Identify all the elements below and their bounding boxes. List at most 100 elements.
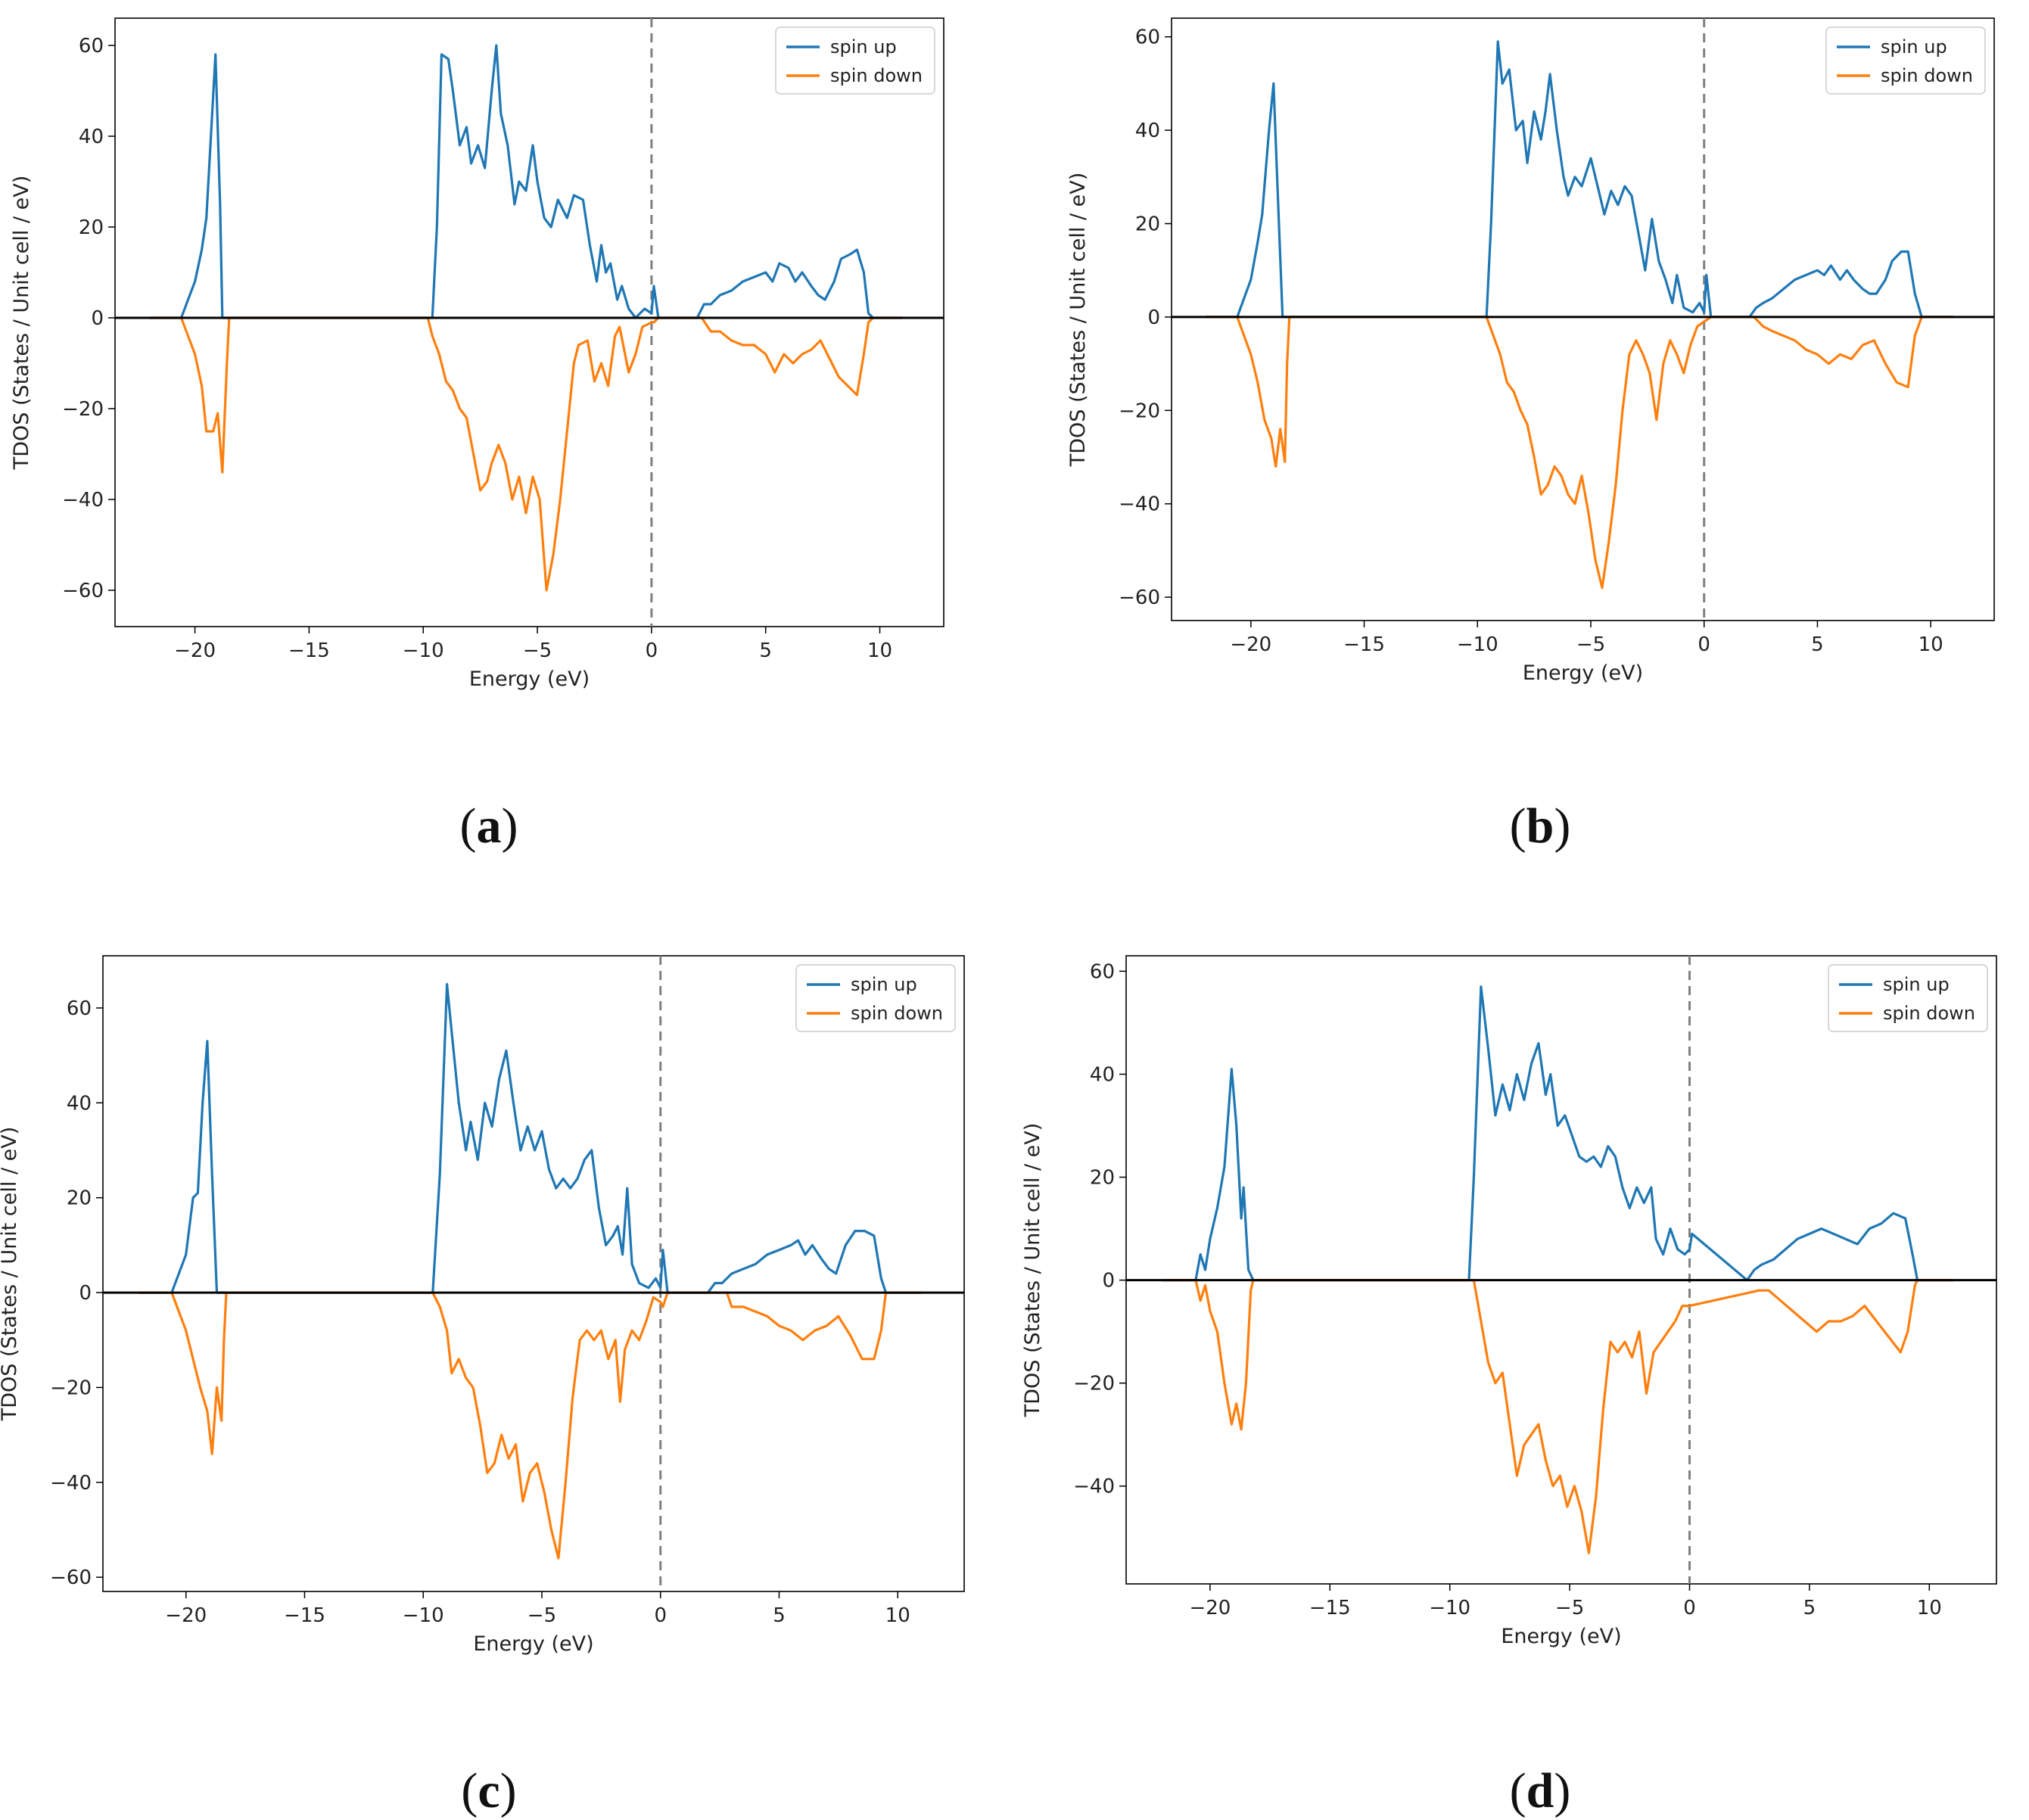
x-tick-label: −10 — [403, 639, 444, 662]
spin-up-series — [1162, 985, 1953, 1282]
y-tick-label: 60 — [79, 35, 104, 58]
legend: spin up spin down — [775, 26, 935, 95]
x-tick-label: −10 — [1457, 633, 1498, 656]
x-tick-label: 10 — [867, 639, 892, 662]
y-tick-label: 0 — [1102, 1270, 1115, 1293]
y-axis-title: TDOS (States / Unit cell / eV) — [10, 176, 33, 470]
plot-frame — [1125, 955, 1997, 1585]
x-tick-label: 0 — [646, 639, 658, 662]
y-tick-label: 20 — [67, 1187, 92, 1210]
x-tick-label: −10 — [403, 1604, 444, 1627]
panel-c: −20 −15 −10 −5 0 5 10 −60 −40 −20 0 20 40 60 Energy (e… — [0, 955, 965, 1656]
y-tick-label: −40 — [50, 1472, 92, 1495]
x-tick-label: −20 — [1189, 1597, 1231, 1619]
x-tick-label: −5 — [1576, 633, 1605, 656]
legend-label-spin-down: spin down — [1881, 65, 1973, 86]
y-tick-label: 20 — [79, 216, 104, 239]
y-tick-label: −20 — [1119, 400, 1160, 422]
y-tick-label: 60 — [67, 997, 92, 1020]
legend: spin up spin down — [1828, 964, 1988, 1032]
x-tick-label: −10 — [1429, 1597, 1470, 1619]
y-tick-label: 40 — [67, 1092, 92, 1115]
x-tick-label: −15 — [288, 639, 330, 662]
y-axis-title: TDOS (States / Unit cell / eV) — [1021, 1123, 1044, 1417]
legend-label-spin-down: spin down — [830, 65, 923, 86]
spin-down-series — [149, 316, 903, 592]
y-tick-label: 40 — [79, 126, 104, 148]
spin-down-series — [1205, 316, 1954, 590]
panel-label-a: (a) — [460, 798, 518, 854]
legend-label-spin-up: spin up — [1883, 974, 1950, 995]
legend-label-spin-up: spin up — [830, 36, 897, 58]
x-axis-title: Energy (eV) — [469, 667, 590, 691]
x-tick-label: 0 — [1683, 1597, 1696, 1619]
legend: spin up spin down — [795, 964, 956, 1032]
legend-box — [1825, 26, 1986, 95]
y-tick-label: 0 — [91, 307, 104, 330]
y-axis-title: TDOS (States / Unit cell / eV) — [0, 1127, 21, 1421]
legend-box — [1828, 964, 1988, 1032]
plot-frame — [102, 955, 965, 1592]
x-tick-label: 10 — [1919, 633, 1943, 656]
legend-box — [775, 26, 935, 95]
y-tick-label: 20 — [1090, 1167, 1115, 1190]
x-tick-label: −15 — [1343, 633, 1385, 656]
legend-label-spin-down: spin down — [1883, 1003, 1975, 1024]
x-tick-label: −15 — [1309, 1597, 1351, 1619]
x-tick-label: −20 — [165, 1604, 207, 1627]
x-tick-label: −15 — [284, 1604, 325, 1627]
panel-d: −20 −15 −10 −5 0 5 10 −40 −20 0 20 40 60 Energy (eV) T… — [1021, 955, 1997, 1648]
legend-label-spin-up: spin up — [1881, 36, 1947, 58]
x-tick-label: 10 — [885, 1604, 910, 1627]
panel-label-b: (b) — [1510, 798, 1571, 854]
legend-label-spin-down: spin down — [851, 1003, 943, 1024]
x-tick-label: 5 — [1811, 633, 1824, 656]
x-axis-title: Energy (eV) — [1501, 1625, 1621, 1648]
y-tick-label: 0 — [1147, 306, 1160, 329]
y-tick-label: 20 — [1135, 213, 1160, 236]
x-tick-label: −5 — [527, 1604, 556, 1627]
x-tick-label: −5 — [1555, 1597, 1584, 1619]
panel-a: −20 −15 −10 −5 0 5 10 −60 −40 −20 0 20 40 60 Energy (e… — [10, 17, 944, 691]
x-tick-label: 0 — [1698, 633, 1710, 656]
x-tick-label: 5 — [1803, 1597, 1816, 1619]
spin-up-series — [149, 44, 903, 319]
y-tick-label: −60 — [50, 1566, 92, 1589]
y-tick-label: −40 — [62, 489, 104, 512]
panel-b: −20 −15 −10 −5 0 5 10 −60 −40 −20 0 20 40 60 Energy (e… — [1066, 17, 1995, 685]
legend-box — [795, 964, 956, 1032]
legend-label-spin-up: spin up — [851, 974, 917, 995]
y-tick-label: −60 — [1119, 586, 1160, 609]
y-tick-label: −40 — [1073, 1476, 1115, 1498]
y-axis-title: TDOS (States / Unit cell / eV) — [1066, 173, 1090, 467]
x-tick-label: 0 — [654, 1604, 667, 1627]
spin-down-series — [1162, 1279, 1953, 1554]
plot-frame — [114, 17, 944, 627]
y-tick-label: −20 — [1073, 1373, 1115, 1395]
x-axis-title: Energy (eV) — [473, 1632, 593, 1656]
x-tick-label: 5 — [773, 1604, 786, 1627]
y-tick-label: −20 — [62, 398, 104, 421]
y-tick-label: −20 — [50, 1377, 92, 1399]
y-tick-label: 60 — [1135, 26, 1160, 49]
x-axis-title: Energy (eV) — [1523, 661, 1643, 685]
spin-down-series — [138, 1291, 922, 1560]
y-tick-label: −60 — [62, 580, 104, 602]
x-tick-label: −20 — [174, 639, 216, 662]
y-tick-label: 60 — [1090, 960, 1115, 983]
y-tick-label: 40 — [1135, 120, 1160, 142]
spin-up-series — [1205, 40, 1954, 319]
y-tick-label: −40 — [1119, 493, 1160, 516]
x-tick-label: −20 — [1230, 633, 1271, 656]
plot-frame — [1171, 17, 1995, 621]
x-tick-label: 10 — [1917, 1597, 1942, 1619]
legend: spin up spin down — [1825, 26, 1986, 95]
panel-label-c: (c) — [461, 1763, 516, 1818]
panel-label-d: (d) — [1510, 1763, 1571, 1818]
y-tick-label: 0 — [79, 1282, 92, 1305]
x-tick-label: −5 — [523, 639, 552, 662]
y-tick-label: 40 — [1090, 1063, 1115, 1086]
spin-up-series — [138, 983, 922, 1294]
x-tick-label: 5 — [759, 639, 772, 662]
